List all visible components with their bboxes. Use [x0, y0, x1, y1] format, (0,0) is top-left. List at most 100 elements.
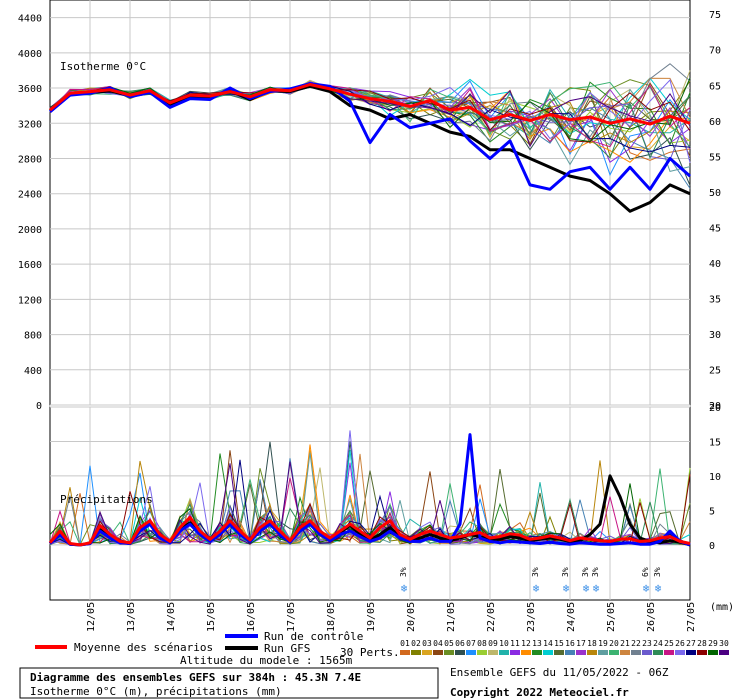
member-legend-number: 05 [444, 639, 454, 648]
precip-label: Précipitations [60, 493, 153, 506]
precip-moyenne-des-sc-narios-line [48, 515, 691, 547]
snowflake-icon: ❄ [563, 582, 570, 595]
date-label: 21/05 [446, 602, 457, 632]
chart-title: Diagramme des ensembles GEFS sur 384h : … [30, 671, 361, 684]
isotherm-right-axis: 20 25 30 35 40 45 50 55 60 65 70 75 [709, 10, 721, 412]
snowflake-icon: ❄ [401, 582, 408, 595]
title-box [19, 667, 439, 699]
snow-percent-label: 3% [561, 567, 570, 577]
member-legend-swatch [532, 650, 542, 655]
isotherm-moyenne-des-sc-narios-line [49, 83, 691, 126]
legend: Moyenne des scénarios Run de contrôle Ru… [35, 630, 729, 659]
legend-mean-label: Moyenne des scénarios [74, 641, 213, 654]
member-legend-swatch [554, 650, 564, 655]
member-legend-swatch [444, 650, 454, 655]
legend-gfs-label: Run GFS [264, 642, 310, 655]
snowflake-icon: ❄ [655, 582, 662, 595]
date-label: 25/05 [606, 602, 617, 632]
date-label: 17/05 [286, 602, 297, 632]
member-legend-swatch [422, 650, 432, 655]
member-legend-number: 21 [620, 639, 630, 648]
snowflake-icon: ❄ [583, 582, 590, 595]
member-legend-swatch [499, 650, 509, 655]
member-legend-swatch [433, 650, 443, 655]
isotherm-left-tick: 2800 [18, 154, 42, 165]
member-legend-swatch [686, 650, 696, 655]
isotherm-left-tick: 0 [36, 401, 42, 412]
member-legend-number: 23 [642, 639, 652, 648]
member-legend-swatch [565, 650, 575, 655]
member-legend-swatch [400, 650, 410, 655]
isotherm-main-lines [49, 82, 691, 213]
member-legend-swatch [477, 650, 487, 655]
date-label: 14/05 [166, 602, 177, 632]
member-legend-swatch [609, 650, 619, 655]
member-legend-number: 03 [422, 639, 432, 648]
isotherm-run-de-contr-le-line [49, 82, 691, 191]
date-label: 12/05 [86, 602, 97, 632]
legend-perts-label: 30 Perts. [340, 646, 400, 659]
member-legend-number: 19 [598, 639, 608, 648]
member-legend-swatch [543, 650, 553, 655]
isotherm-left-tick: 800 [24, 331, 42, 342]
isotherm-left-tick: 4400 [18, 14, 42, 25]
member-legend-number: 29 [708, 639, 718, 648]
isotherm-right-tick: 20 [709, 401, 721, 412]
isotherm-right-tick: 60 [709, 117, 721, 128]
member-legend-swatch [631, 650, 641, 655]
member-legend: 01 02 03 04 05 06 07 08 09 10 11 12 13 14 15 16 17 18 19 20… [400, 639, 729, 655]
date-label: 27/05 [686, 602, 697, 632]
snow-markers: 3%❄3%❄3%❄3%❄3%❄6%❄3%❄ [399, 567, 662, 595]
snowflake-icon: ❄ [643, 582, 650, 595]
member-legend-swatch [466, 650, 476, 655]
member-legend-swatch [576, 650, 586, 655]
isotherm-left-tick: 1600 [18, 260, 42, 271]
member-legend-number: 04 [433, 639, 443, 648]
isotherm-right-tick: 70 [709, 46, 721, 57]
isotherm-label: Isotherme 0°C [60, 60, 146, 73]
date-axis-labels: 12/05 13/05 14/05 15/05 16/05 17/05 18/05 19/05… [86, 602, 697, 632]
member-legend-number: 01 [400, 639, 410, 648]
precip-main-lines [48, 433, 691, 547]
isotherm-right-tick: 55 [709, 152, 721, 163]
snow-percent-label: 3% [581, 567, 590, 577]
isotherm-left-tick: 3600 [18, 84, 42, 95]
member-legend-swatch [642, 650, 652, 655]
altitude-text: Altitude du modele : 1565m [180, 654, 353, 667]
run-info: Ensemble GEFS du 11/05/2022 - 06Z [450, 666, 669, 679]
member-legend-number: 16 [565, 639, 575, 648]
isotherm-right-tick: 50 [709, 188, 721, 199]
member-legend-number: 14 [543, 639, 553, 648]
member-legend-number: 26 [675, 639, 685, 648]
isotherm-right-tick: 65 [709, 81, 721, 92]
isotherm-gridlines [50, 0, 690, 406]
member-legend-swatch [697, 650, 707, 655]
member-legend-number: 06 [455, 639, 465, 648]
member-legend-number: 10 [499, 639, 509, 648]
member-legend-number: 11 [510, 639, 520, 648]
member-legend-number: 09 [488, 639, 498, 648]
member-legend-number: 07 [466, 639, 476, 648]
precip-right-tick: 20 [709, 403, 721, 414]
date-label: 13/05 [126, 602, 137, 632]
member-legend-number: 20 [609, 639, 619, 648]
precip-right-tick: 10 [709, 472, 721, 483]
member-legend-swatch [587, 650, 597, 655]
precip-right-tick: 5 [709, 506, 715, 517]
date-label: 19/05 [366, 602, 377, 632]
member-legend-swatch [664, 650, 674, 655]
snowflake-icon: ❄ [533, 582, 540, 595]
member-legend-number: 24 [653, 639, 663, 648]
snow-percent-label: 3% [399, 567, 408, 577]
date-label: 22/05 [486, 602, 497, 632]
member-legend-swatch [510, 650, 520, 655]
date-label: 20/05 [406, 602, 417, 632]
isotherm-right-tick: 30 [709, 330, 721, 341]
member-legend-number: 02 [411, 639, 421, 648]
date-label: 24/05 [566, 602, 577, 632]
member-legend-swatch [719, 650, 729, 655]
member-legend-number: 15 [554, 639, 564, 648]
snow-percent-label: 3% [531, 567, 540, 577]
isotherm-right-tick: 35 [709, 294, 721, 305]
member-legend-swatch [708, 650, 718, 655]
